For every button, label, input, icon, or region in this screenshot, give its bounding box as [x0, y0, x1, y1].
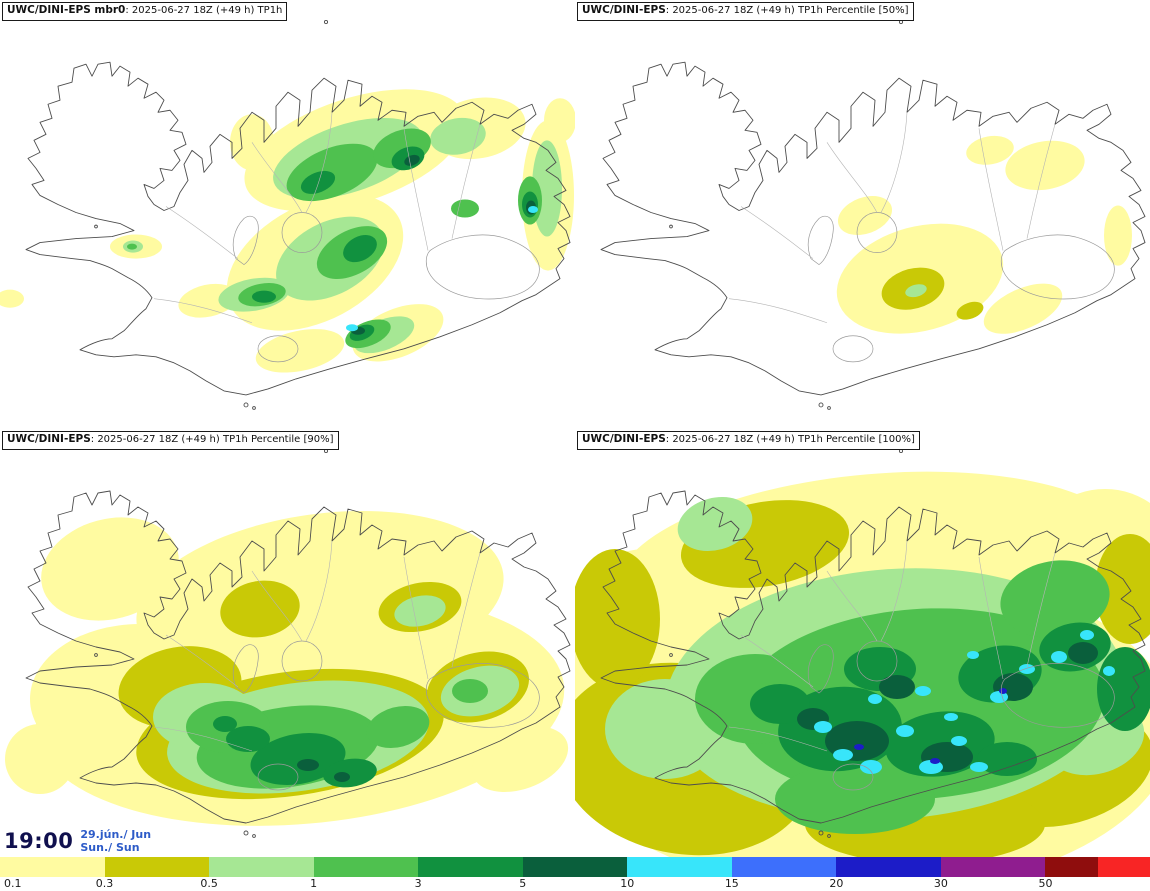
colorbar-tick: 1: [310, 877, 318, 890]
colorbar-tick: 20: [829, 877, 844, 890]
panel-title-p50: UWC/DINI-EPS: 2025-06-27 18Z (+49 h) TP1…: [577, 2, 914, 21]
panel-title-mbr0: UWC/DINI-EPS mbr0: 2025-06-27 18Z (+49 h…: [2, 2, 288, 21]
colorbar-tick: 10: [620, 877, 635, 890]
colorbar-ticks: 0.1 0.3 0.5 1 3 5 10 15 20 30 50: [0, 877, 1150, 891]
precip-layer-0.1mm: [0, 89, 575, 373]
precip-layer-0.5mm: [905, 284, 927, 298]
map-grid: UWC/DINI-EPS mbr0: 2025-06-27 18Z (+49 h…: [0, 0, 1150, 857]
valid-time: 19:00: [4, 829, 74, 854]
map-svg-mbr0: [0, 19, 575, 410]
model-name: UWC/DINI-EPS: [7, 433, 91, 445]
panel-percentile-90: UWC/DINI-EPS: 2025-06-27 18Z (+49 h) TP1…: [0, 429, 575, 857]
colorbar-tick: 3: [414, 877, 422, 890]
run-info: : 2025-06-27 18Z (+49 h) TP1h Percentile…: [90, 434, 334, 445]
precip-layer-1mm: [127, 128, 542, 349]
colorbar-segment: [418, 857, 523, 877]
colorbar-tick: 5: [519, 877, 527, 890]
colorbar-segment: [0, 857, 105, 877]
colorbar-segment: [522, 857, 628, 877]
panel-title-p100: UWC/DINI-EPS: 2025-06-27 18Z (+49 h) TP1…: [577, 431, 920, 450]
map-svg-p90: [5, 448, 571, 838]
model-name: UWC/DINI-EPS mbr0: [7, 4, 126, 16]
model-name: UWC/DINI-EPS: [582, 433, 666, 445]
colorbar-tick: 0.5: [200, 877, 218, 890]
panel-title-p90: UWC/DINI-EPS: 2025-06-27 18Z (+49 h) TP1…: [2, 431, 339, 450]
colorbar-segment: [104, 857, 210, 877]
precip-layer-0.1mm: [836, 135, 1132, 334]
colorbar-segment: [836, 857, 941, 877]
colorbar-segment: [313, 857, 419, 877]
colorbar-segment: [1045, 857, 1098, 877]
precip-layer-10mm: [346, 205, 538, 332]
colorbar-tick: 0.1: [4, 877, 22, 890]
run-info: : 2025-06-27 18Z (+49 h) TP1h Percentile…: [665, 434, 915, 445]
colorbar-segment: [209, 857, 314, 877]
run-info: : 2025-06-27 18Z (+49 h) TP1h: [125, 5, 283, 16]
colorbar-tick: 50: [1038, 877, 1053, 890]
colorbar-segment: [627, 857, 732, 877]
panel-percentile-50: UWC/DINI-EPS: 2025-06-27 18Z (+49 h) TP1…: [575, 0, 1150, 429]
valid-day: Sun./ Sun: [80, 841, 140, 855]
colorbar-tick: 15: [724, 877, 739, 890]
colorbar: [0, 857, 1150, 877]
precip-layer-5mm: [297, 759, 350, 782]
model-name: UWC/DINI-EPS: [582, 4, 666, 16]
colorbar-tick: 30: [933, 877, 948, 890]
panel-mbr0: UWC/DINI-EPS mbr0: 2025-06-27 18Z (+49 h…: [0, 0, 575, 429]
precip-layer-10mm: [814, 630, 1115, 774]
colorbar-segment: [1097, 857, 1150, 877]
colorbar-segment: [940, 857, 1046, 877]
colorbar-segment: [731, 857, 837, 877]
map-svg-p50: [600, 19, 1146, 410]
panel-percentile-100: UWC/DINI-EPS: 2025-06-27 18Z (+49 h) TP1…: [575, 429, 1150, 857]
run-info: : 2025-06-27 18Z (+49 h) TP1h Percentile…: [665, 5, 909, 16]
colorbar-wrap: 0.1 0.3 0.5 1 3 5 10 15 20 30 50: [0, 857, 1150, 891]
valid-date-block: 29.jún./ Jun Sun./ Sun: [80, 828, 151, 854]
valid-time-block: 19:00 29.jún./ Jun Sun./ Sun: [0, 826, 162, 857]
map-svg-p100: [575, 448, 1150, 857]
valid-date: 29.jún./ Jun: [80, 828, 152, 841]
colorbar-tick: 0.3: [95, 877, 114, 890]
